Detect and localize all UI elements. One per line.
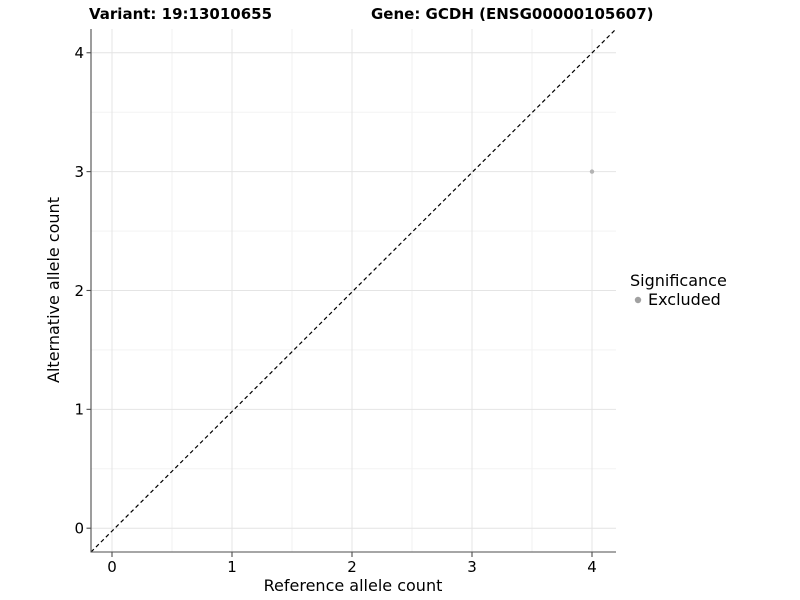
axis-ticks-layer	[86, 52, 593, 557]
grid-major-layer	[91, 29, 616, 552]
x-tick-label: 3	[467, 558, 477, 576]
identity-line	[90, 28, 617, 553]
x-tick-label: 2	[347, 558, 357, 576]
legend-key-point	[634, 296, 642, 304]
tick-labels-layer: 0 1 2 3 4 0 1 2 3 4	[74, 44, 596, 576]
x-tick-label: 4	[587, 558, 597, 576]
y-tick-label: 4	[74, 44, 84, 62]
data-points-layer	[589, 169, 595, 174]
reference-line-layer	[90, 28, 617, 553]
y-tick-label: 3	[74, 163, 84, 181]
x-tick-label: 1	[227, 558, 237, 576]
legend-title: Significance	[630, 271, 727, 290]
x-tick-label: 0	[107, 558, 117, 576]
gene-title: Gene: GCDH (ENSG00000105607)	[371, 5, 654, 23]
data-point	[589, 169, 595, 174]
x-axis-title: Reference allele count	[264, 576, 443, 595]
y-tick-label: 0	[74, 520, 84, 538]
legend-item-label: Excluded	[648, 290, 721, 309]
y-axis-title: Alternative allele count	[44, 197, 63, 383]
variant-title: Variant: 19:13010655	[89, 5, 272, 23]
y-tick-label: 2	[74, 282, 84, 300]
y-tick-label: 1	[74, 401, 84, 419]
